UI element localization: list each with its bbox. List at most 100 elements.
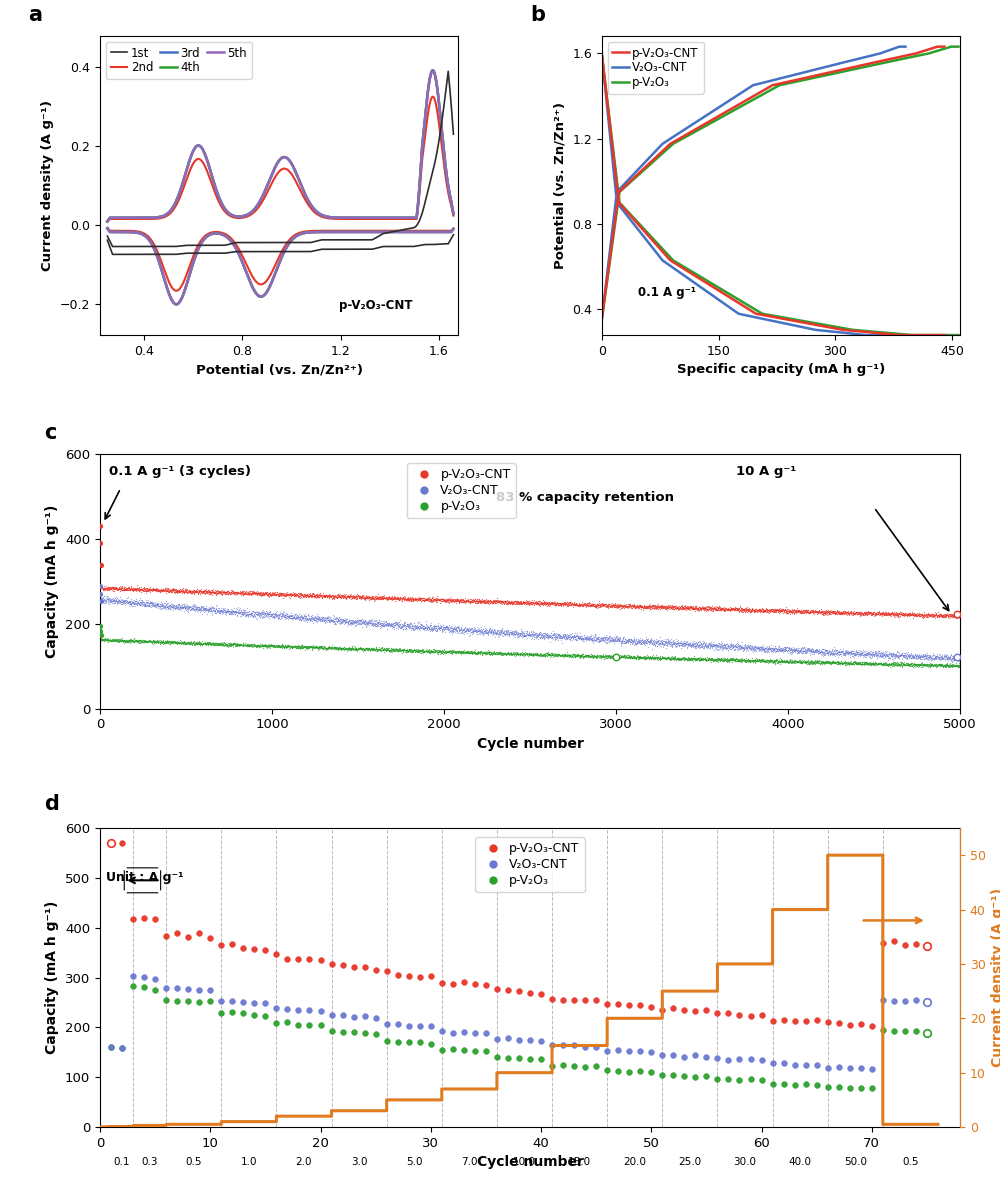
- Point: [602, 597, 618, 616]
- Point: [947, 647, 963, 667]
- Point: [160, 633, 176, 652]
- Point: [283, 585, 299, 604]
- Point: [536, 595, 552, 614]
- Point: [348, 590, 364, 609]
- Point: [553, 596, 569, 615]
- Point: [411, 641, 427, 661]
- Point: [845, 646, 861, 665]
- Point: [756, 601, 772, 620]
- Point: [504, 644, 520, 663]
- Point: [411, 590, 427, 609]
- Point: [257, 604, 273, 623]
- Point: [133, 591, 149, 610]
- Point: [305, 608, 321, 627]
- Point: [409, 590, 425, 609]
- Point: [199, 634, 215, 653]
- Point: [626, 647, 642, 667]
- Point: [566, 595, 582, 614]
- Point: [417, 591, 433, 610]
- Point: [140, 579, 156, 598]
- Point: [279, 607, 295, 626]
- Point: [646, 634, 662, 653]
- Point: [288, 609, 304, 628]
- Point: [329, 585, 345, 604]
- Point: [294, 635, 310, 655]
- Point: [115, 580, 131, 600]
- Point: [236, 635, 252, 655]
- Point: [532, 646, 548, 665]
- Point: [230, 635, 246, 655]
- Point: [290, 608, 306, 627]
- Point: [745, 639, 761, 658]
- Point: [950, 604, 966, 623]
- Point: [116, 591, 132, 610]
- Point: [533, 645, 549, 664]
- Point: [596, 594, 612, 613]
- Point: [95, 579, 111, 598]
- Point: [413, 591, 429, 610]
- Point: [383, 640, 399, 659]
- Point: [360, 613, 376, 632]
- Point: [638, 597, 654, 616]
- Point: [439, 591, 455, 610]
- Point: [790, 644, 806, 663]
- Point: [181, 597, 197, 616]
- Point: [565, 595, 581, 614]
- Point: [805, 602, 821, 621]
- Point: [397, 589, 413, 608]
- Point: [438, 643, 454, 662]
- Point: [539, 596, 555, 615]
- Point: [754, 600, 770, 619]
- Point: [761, 652, 777, 671]
- Point: [245, 634, 261, 653]
- Point: [387, 640, 403, 659]
- Point: [727, 650, 743, 669]
- Point: [133, 632, 149, 651]
- Point: [426, 590, 442, 609]
- Point: [504, 644, 520, 663]
- Point: [552, 594, 568, 613]
- Point: [144, 632, 160, 651]
- Point: [910, 647, 926, 667]
- Point: [909, 655, 925, 674]
- Point: [616, 646, 632, 665]
- Point: [385, 614, 401, 633]
- Point: [520, 626, 536, 645]
- Point: [572, 623, 588, 643]
- Point: [609, 632, 625, 651]
- Point: [244, 583, 260, 602]
- Point: [860, 653, 876, 673]
- Point: [733, 652, 749, 671]
- Point: [875, 653, 891, 673]
- Point: [749, 638, 765, 657]
- Point: [137, 632, 153, 651]
- Point: [436, 643, 452, 662]
- Point: [431, 643, 447, 662]
- Point: [496, 623, 512, 643]
- Point: [782, 639, 798, 658]
- Point: [683, 650, 699, 669]
- Point: [340, 613, 356, 632]
- Point: [907, 655, 923, 674]
- Point: [823, 601, 839, 620]
- Point: [454, 620, 470, 639]
- Point: [287, 585, 303, 604]
- Point: [144, 594, 160, 613]
- Point: [574, 595, 590, 614]
- Point: [592, 646, 608, 665]
- Point: [666, 633, 682, 652]
- Point: [791, 602, 807, 621]
- Point: [775, 640, 791, 659]
- Point: [530, 645, 546, 664]
- Point: [479, 643, 495, 662]
- Point: [795, 641, 811, 661]
- Point: [407, 617, 423, 637]
- Point: [308, 610, 324, 629]
- Point: [687, 596, 703, 615]
- Point: [892, 604, 908, 623]
- Point: [898, 655, 914, 674]
- Point: [235, 605, 251, 625]
- Point: [754, 1050, 770, 1070]
- Point: [837, 603, 853, 622]
- Point: [277, 635, 293, 655]
